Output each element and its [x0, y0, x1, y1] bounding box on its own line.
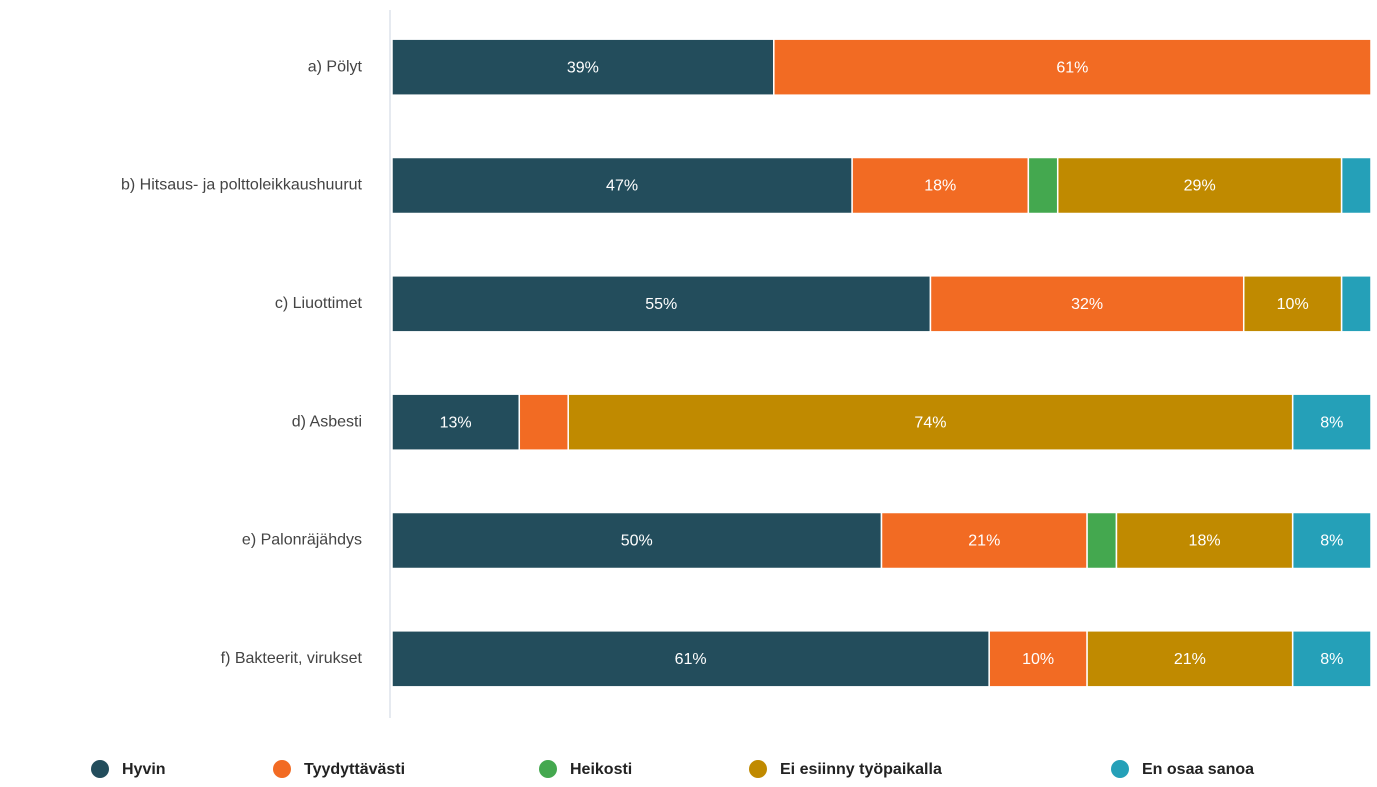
data-label: 10% — [1022, 651, 1054, 668]
bar-segment — [1340, 156, 1372, 215]
data-label: 29% — [1184, 178, 1216, 195]
legend-marker — [539, 760, 557, 778]
data-label: 61% — [1056, 59, 1088, 76]
data-label: 21% — [968, 533, 1000, 550]
data-label: 50% — [621, 533, 653, 550]
data-label: 21% — [1174, 651, 1206, 668]
data-label: 55% — [645, 296, 677, 313]
data-label: 8% — [1320, 414, 1343, 431]
category-label: f) Bakteerit, virukset — [221, 650, 363, 667]
legend-label: En osaa sanoa — [1142, 761, 1254, 778]
bar-segment — [1340, 275, 1372, 333]
data-label: 47% — [606, 178, 638, 195]
bar-segment — [1291, 393, 1372, 451]
bar-segment — [391, 393, 521, 451]
bar-segment — [391, 511, 883, 570]
data-label: 8% — [1320, 533, 1343, 550]
bar-segment — [391, 156, 853, 215]
bar-segment — [1027, 156, 1059, 215]
data-label: 13% — [440, 414, 472, 431]
data-label: 61% — [675, 651, 707, 668]
category-label: c) Liuottimet — [275, 295, 363, 312]
bar-segment — [567, 393, 1294, 451]
legend-marker — [91, 760, 109, 778]
data-label: 18% — [924, 178, 956, 195]
data-label: 18% — [1189, 533, 1221, 550]
legend-label: Heikosti — [570, 761, 632, 778]
bar-segment — [391, 275, 932, 333]
category-label: d) Asbesti — [292, 413, 362, 430]
bar-segment — [1086, 511, 1118, 570]
bar-segment — [1291, 511, 1372, 570]
legend-marker — [749, 760, 767, 778]
data-label: 10% — [1277, 296, 1309, 313]
data-label: 39% — [567, 59, 599, 76]
bar-segment — [988, 630, 1088, 688]
category-label: e) Palonräjähdys — [242, 532, 362, 549]
legend-marker — [273, 760, 291, 778]
data-label: 32% — [1071, 296, 1103, 313]
bar-segment — [880, 511, 1088, 570]
category-label: a) Pölyt — [308, 58, 363, 75]
category-label: b) Hitsaus- ja polttoleikkaushuurut — [121, 177, 363, 194]
bar-segment — [518, 393, 569, 451]
legend-label: Hyvin — [122, 761, 166, 778]
legend-label: Ei esiinny työpaikalla — [780, 761, 942, 778]
bar-segment — [1291, 630, 1372, 688]
legend-marker — [1111, 760, 1129, 778]
legend-label: Tyydyttävästi — [304, 761, 405, 778]
bar-segment — [1115, 511, 1294, 570]
bar-segment — [773, 38, 1372, 96]
data-label: 74% — [914, 414, 946, 431]
bar-segment — [1086, 630, 1294, 688]
data-label: 8% — [1320, 651, 1343, 668]
bar-segment — [391, 630, 990, 688]
